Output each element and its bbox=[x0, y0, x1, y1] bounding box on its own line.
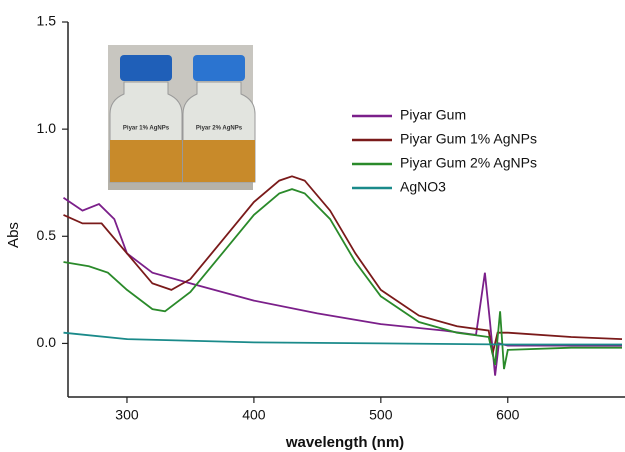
y-axis-title: Abs bbox=[5, 222, 22, 248]
legend-label: AgNO3 bbox=[400, 179, 446, 195]
y-tick-label: 1.5 bbox=[37, 13, 57, 29]
data-line bbox=[63, 188, 622, 370]
y-tick-label: 1.0 bbox=[37, 120, 57, 136]
data-line bbox=[63, 175, 623, 355]
data-line bbox=[62, 196, 622, 376]
legend-label: Piyar Gum bbox=[400, 107, 466, 123]
x-tick-label: 400 bbox=[242, 407, 266, 423]
inset-photo: Piyar 1% AgNPs Piyar 2% AgNPs bbox=[108, 45, 256, 190]
x-tick-label: 500 bbox=[369, 407, 393, 423]
x-tick-label: 300 bbox=[115, 407, 139, 423]
y-tick-label: 0.5 bbox=[37, 227, 57, 243]
data-line bbox=[63, 331, 622, 346]
y-tick-label: 0.0 bbox=[37, 334, 57, 350]
inset-label: Piyar 2% AgNPs bbox=[196, 126, 243, 132]
legend-label: Piyar Gum 1% AgNPs bbox=[400, 131, 537, 147]
x-tick-label: 600 bbox=[496, 407, 520, 423]
inset-label: Piyar 1% AgNPs bbox=[123, 126, 170, 132]
x-axis-title: wavelength (nm) bbox=[285, 434, 404, 451]
legend-label: Piyar Gum 2% AgNPs bbox=[400, 155, 537, 171]
